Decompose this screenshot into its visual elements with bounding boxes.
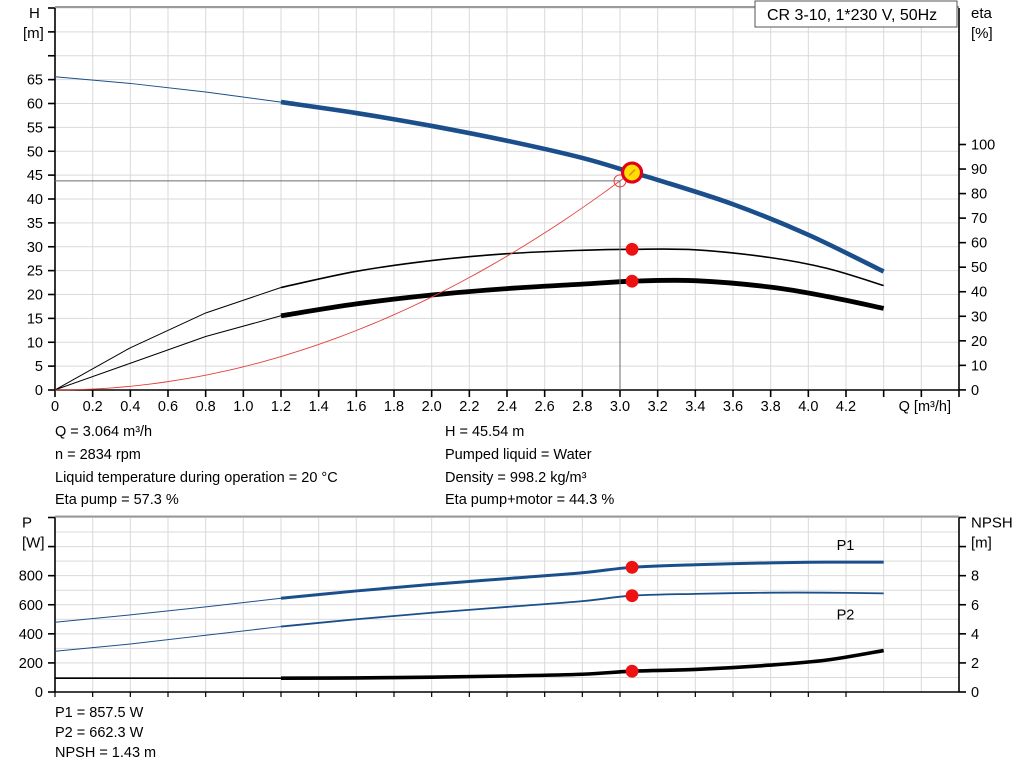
svg-text:60: 60 — [27, 97, 43, 113]
svg-text:20: 20 — [971, 334, 987, 350]
svg-text:55: 55 — [27, 120, 43, 136]
svg-text:600: 600 — [19, 598, 43, 614]
svg-text:30: 30 — [971, 309, 987, 325]
svg-text:3.8: 3.8 — [761, 399, 781, 415]
svg-text:2: 2 — [971, 656, 979, 672]
svg-text:1.2: 1.2 — [271, 399, 291, 415]
svg-text:2.2: 2.2 — [459, 399, 479, 415]
svg-text:3.6: 3.6 — [723, 399, 743, 415]
svg-text:6: 6 — [971, 598, 979, 614]
svg-text:0: 0 — [51, 399, 59, 415]
svg-text:5: 5 — [35, 359, 43, 375]
svg-text:1.0: 1.0 — [233, 399, 253, 415]
svg-text:35: 35 — [27, 216, 43, 232]
svg-text:0: 0 — [35, 383, 43, 399]
svg-text:30: 30 — [27, 240, 43, 256]
svg-text:4.2: 4.2 — [836, 399, 856, 415]
svg-text:100: 100 — [971, 138, 995, 154]
svg-text:90: 90 — [971, 162, 987, 178]
svg-text:CR 3-10, 1*230 V, 50Hz: CR 3-10, 1*230 V, 50Hz — [767, 7, 937, 24]
svg-text:65: 65 — [27, 73, 43, 89]
svg-text:1.6: 1.6 — [346, 399, 366, 415]
svg-text:[m]: [m] — [23, 25, 44, 42]
svg-text:0.4: 0.4 — [120, 399, 140, 415]
svg-text:H: H — [29, 5, 40, 22]
svg-text:0: 0 — [971, 685, 979, 701]
svg-text:25: 25 — [27, 264, 43, 280]
svg-text:40: 40 — [27, 192, 43, 208]
svg-text:60: 60 — [971, 236, 987, 252]
svg-text:P2: P2 — [837, 607, 855, 623]
svg-text:40: 40 — [971, 285, 987, 301]
svg-text:0: 0 — [971, 383, 979, 399]
svg-text:15: 15 — [27, 311, 43, 327]
svg-text:400: 400 — [19, 627, 43, 643]
svg-text:4: 4 — [971, 627, 979, 643]
svg-text:0: 0 — [35, 685, 43, 701]
svg-text:800: 800 — [19, 569, 43, 585]
svg-text:8: 8 — [971, 569, 979, 585]
svg-text:3.2: 3.2 — [648, 399, 668, 415]
svg-text:0.2: 0.2 — [83, 399, 103, 415]
svg-text:0.8: 0.8 — [196, 399, 216, 415]
svg-text:[%]: [%] — [971, 25, 993, 42]
svg-text:P1: P1 — [837, 538, 855, 554]
svg-text:2.8: 2.8 — [572, 399, 592, 415]
svg-text:3.0: 3.0 — [610, 399, 630, 415]
svg-text:eta: eta — [971, 5, 993, 22]
svg-text:80: 80 — [971, 187, 987, 203]
svg-text:50: 50 — [27, 144, 43, 160]
svg-text:10: 10 — [27, 335, 43, 351]
svg-text:10: 10 — [971, 358, 987, 374]
svg-text:1.4: 1.4 — [309, 399, 329, 415]
svg-text:2.6: 2.6 — [535, 399, 555, 415]
svg-text:3.4: 3.4 — [685, 399, 705, 415]
svg-text:2.0: 2.0 — [422, 399, 442, 415]
svg-text:[W]: [W] — [22, 535, 45, 552]
svg-text:70: 70 — [971, 211, 987, 227]
svg-text:200: 200 — [19, 656, 43, 672]
svg-text:0.6: 0.6 — [158, 399, 178, 415]
svg-text:NPSH: NPSH — [971, 515, 1013, 532]
svg-text:[m]: [m] — [971, 535, 992, 552]
svg-text:P: P — [22, 515, 32, 532]
svg-text:2.4: 2.4 — [497, 399, 517, 415]
svg-text:1.8: 1.8 — [384, 399, 404, 415]
svg-text:4.0: 4.0 — [798, 399, 818, 415]
svg-text:Q [m³/h]: Q [m³/h] — [899, 399, 951, 415]
svg-text:50: 50 — [971, 260, 987, 276]
svg-text:20: 20 — [27, 288, 43, 304]
svg-text:45: 45 — [27, 168, 43, 184]
